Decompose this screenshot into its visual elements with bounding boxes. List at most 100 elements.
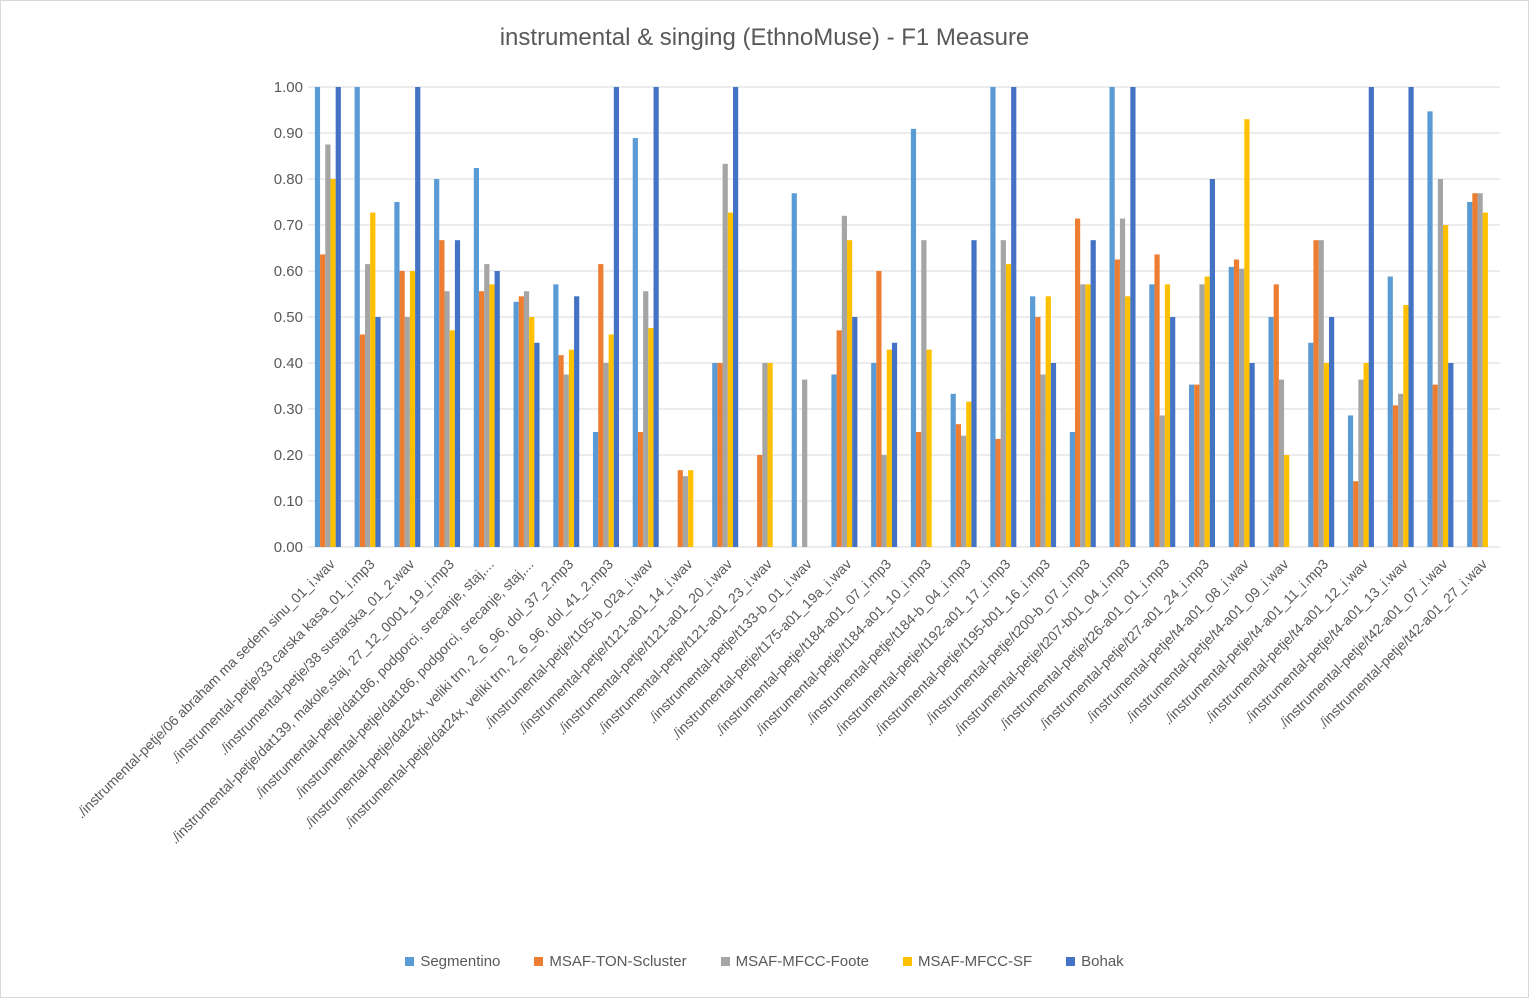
bar-msaf-mfcc-sf (966, 401, 972, 547)
bar-bohak (375, 317, 381, 547)
bar-msaf-ton-scluster (1472, 193, 1478, 547)
bar-bohak (1090, 240, 1096, 547)
bar-segmentino (1189, 384, 1195, 547)
legend-swatch (902, 957, 912, 966)
bar-segmentino (791, 193, 797, 547)
bar-msaf-mfcc-foote (404, 317, 410, 547)
bar-bohak (891, 342, 898, 547)
bar-bohak (613, 87, 619, 547)
bar-bohak (454, 240, 461, 547)
bar-msaf-mfcc-sf (330, 179, 336, 547)
bar-segmentino (910, 128, 917, 548)
bar-msaf-ton-scluster (757, 455, 763, 547)
bar-msaf-mfcc-sf (409, 271, 416, 547)
y-tick-label: 0.20 (274, 447, 303, 464)
bar-segmentino (473, 167, 479, 547)
bar-msaf-mfcc-foote (444, 291, 450, 547)
bar-msaf-mfcc-sf (1482, 212, 1488, 547)
bar-msaf-mfcc-sf (886, 349, 892, 547)
bar-msaf-mfcc-foote (1199, 284, 1205, 547)
bar-msaf-ton-scluster (637, 432, 644, 547)
bar-msaf-mfcc-foote (1159, 415, 1165, 547)
bar-segmentino (632, 138, 638, 547)
bar-msaf-mfcc-sf (1085, 284, 1091, 547)
bar-msaf-mfcc-foote (802, 379, 808, 547)
bar-segmentino (1268, 317, 1274, 547)
bar-bohak (1130, 87, 1136, 547)
bar-segmentino (831, 374, 837, 547)
y-tick-label: 0.60 (274, 263, 303, 280)
bar-bohak (415, 87, 421, 547)
bar-msaf-mfcc-foote (1119, 218, 1126, 547)
bar-bohak (852, 317, 858, 547)
bar-segmentino (1427, 111, 1433, 547)
bar-msaf-mfcc-foote (563, 374, 569, 547)
chart-title: instrumental & singing (EthnoMuse) - F1 … (499, 24, 1030, 51)
bar-msaf-mfcc-sf (1164, 284, 1171, 547)
y-tick-label: 0.10 (274, 493, 303, 510)
bar-msaf-ton-scluster (320, 254, 326, 547)
bar-segmentino (354, 87, 360, 547)
bar-msaf-mfcc-foote (365, 264, 371, 547)
legend: Segmentino MSAF-TON-Scluster MSAF-MFCC-Foo… (0, 953, 1529, 970)
bar-msaf-ton-scluster (1114, 259, 1120, 547)
x-category-label: ./instrumental-petje/06 abraham ma sedem… (72, 556, 338, 822)
bar-msaf-mfcc-foote (523, 291, 530, 547)
bar-segmentino (950, 393, 956, 547)
bar-msaf-mfcc-foote (961, 435, 967, 547)
y-tick-label: 0.30 (274, 401, 303, 418)
bar-msaf-mfcc-sf (847, 240, 853, 547)
bar-msaf-mfcc-sf (1403, 305, 1409, 547)
bar-msaf-mfcc-sf (688, 470, 694, 547)
bar-msaf-ton-scluster (518, 296, 524, 547)
bar-msaf-mfcc-foote (1239, 268, 1245, 547)
bar-segmentino (1228, 266, 1234, 547)
bar-segmentino (1347, 415, 1354, 547)
bar-msaf-ton-scluster (1432, 384, 1438, 547)
bar-segmentino (871, 363, 877, 547)
y-tick-label: 0.00 (274, 539, 303, 556)
legend-label: MSAF-MFCC-SF (917, 953, 1033, 970)
y-tick-label: 0.80 (274, 171, 303, 188)
bar-msaf-mfcc-sf (529, 317, 535, 547)
bar-segmentino (553, 284, 559, 547)
legend-label: MSAF-TON-Scluster (549, 953, 687, 970)
bar-bohak (1329, 317, 1335, 547)
bar-segmentino (513, 301, 519, 547)
bar-msaf-ton-scluster (479, 291, 485, 547)
bar-segmentino (314, 87, 321, 547)
bar-segmentino (990, 87, 996, 547)
bar-msaf-ton-scluster (359, 334, 365, 547)
bar-msaf-mfcc-sf (1323, 363, 1329, 547)
legend-swatch (1066, 957, 1076, 966)
bar-msaf-mfcc-sf (370, 212, 376, 547)
legend-label: MSAF-MFCC-Foote (735, 953, 869, 970)
bar-segmentino (1308, 342, 1314, 547)
bar-msaf-ton-scluster (876, 271, 882, 547)
legend-swatch (534, 957, 544, 966)
bar-msaf-mfcc-sf (727, 212, 733, 547)
bar-segmentino (1069, 432, 1075, 547)
bar-msaf-mfcc-foote (1278, 379, 1285, 547)
y-tick-label: 0.90 (274, 125, 303, 142)
bar-msaf-mfcc-foote (1040, 374, 1046, 547)
bar-msaf-mfcc-sf (608, 334, 614, 547)
bar-bohak (1249, 363, 1255, 547)
bar-msaf-ton-scluster (1194, 384, 1200, 547)
bar-msaf-ton-scluster (558, 355, 564, 547)
bar-bohak (971, 240, 977, 547)
bar-msaf-mfcc-foote (1477, 193, 1483, 547)
bar-msaf-mfcc-foote (1318, 240, 1324, 547)
bar-msaf-mfcc-foote (682, 476, 689, 547)
bar-msaf-mfcc-foote (1000, 240, 1006, 547)
bar-bohak (1368, 87, 1374, 547)
bar-msaf-mfcc-sf (1363, 363, 1369, 547)
bar-segmentino (1030, 296, 1036, 547)
bar-bohak (1209, 179, 1215, 547)
y-tick-label: 0.70 (274, 217, 303, 234)
bar-msaf-mfcc-foote (881, 455, 887, 547)
bar-msaf-mfcc-sf (1005, 264, 1012, 547)
x-category-label: ./instrumental-petje/dat139, makole,staj… (166, 556, 457, 847)
bar-msaf-ton-scluster (1075, 218, 1081, 547)
bar-msaf-ton-scluster (1233, 259, 1240, 547)
